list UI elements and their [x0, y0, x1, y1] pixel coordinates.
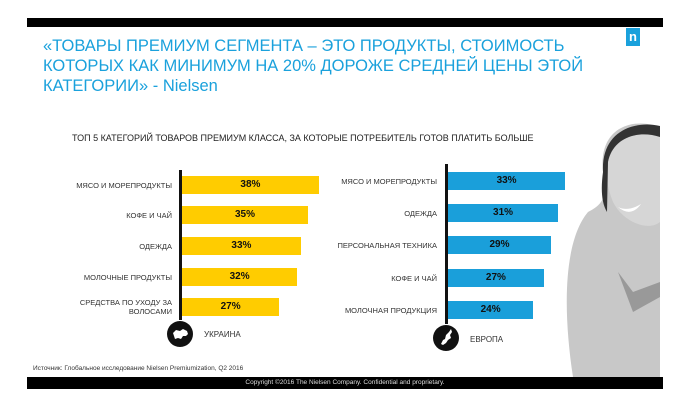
category-label: ПЕРСОНАЛЬНАЯ ТЕХНИКА	[337, 241, 437, 250]
bar: 38%	[182, 176, 319, 194]
europe-map-icon	[433, 325, 459, 351]
ukraine-map-icon	[167, 321, 193, 347]
category-label: МЯСО И МОРЕПРОДУКТЫ	[76, 181, 172, 190]
category-label: КОФЕ И ЧАЙ	[391, 274, 437, 283]
category-label: ОДЕЖДА	[404, 209, 437, 218]
bar: 29%	[448, 236, 551, 254]
europe-label: ЕВРОПА	[470, 335, 504, 344]
europe-axis	[445, 164, 448, 324]
nielsen-logo: n	[626, 28, 640, 46]
ukraine-label: УКРАИНА	[204, 330, 241, 339]
source-note: Источник: Глобальное исследование Nielse…	[33, 365, 244, 372]
category-label: КОФЕ И ЧАЙ	[126, 211, 172, 220]
bar: 33%	[448, 172, 566, 190]
chart-subtitle: ТОП 5 КАТЕГОРИЙ ТОВАРОВ ПРЕМИУМ КЛАССА, …	[72, 133, 534, 143]
footer-copyright: Copyright ©2016 The Nielsen Company. Con…	[27, 377, 663, 389]
bar: 33%	[182, 237, 301, 255]
woman-photo	[566, 123, 660, 377]
bar: 27%	[448, 269, 544, 287]
category-label: МЯСО И МОРЕПРОДУКТЫ	[341, 177, 437, 186]
slide-title: «ТОВАРЫ ПРЕМИУМ СЕГМЕНТА – ЭТО ПРОДУКТЫ,…	[43, 37, 584, 95]
ukraine-axis	[179, 170, 182, 320]
bar: 31%	[448, 204, 559, 222]
top-bar	[27, 18, 663, 27]
bar: 35%	[182, 206, 308, 224]
bar: 24%	[448, 301, 534, 319]
bar: 27%	[182, 298, 280, 316]
category-label: ОДЕЖДА	[139, 242, 172, 251]
category-label: СРЕДСТВА ПО УХОДУ ЗА ВОЛОСАМИ	[79, 298, 172, 316]
category-label: МОЛОЧНЫЕ ПРОДУКТЫ	[83, 273, 172, 282]
category-label: МОЛОЧНАЯ ПРОДУКЦИЯ	[344, 306, 437, 315]
bar: 32%	[182, 268, 298, 286]
